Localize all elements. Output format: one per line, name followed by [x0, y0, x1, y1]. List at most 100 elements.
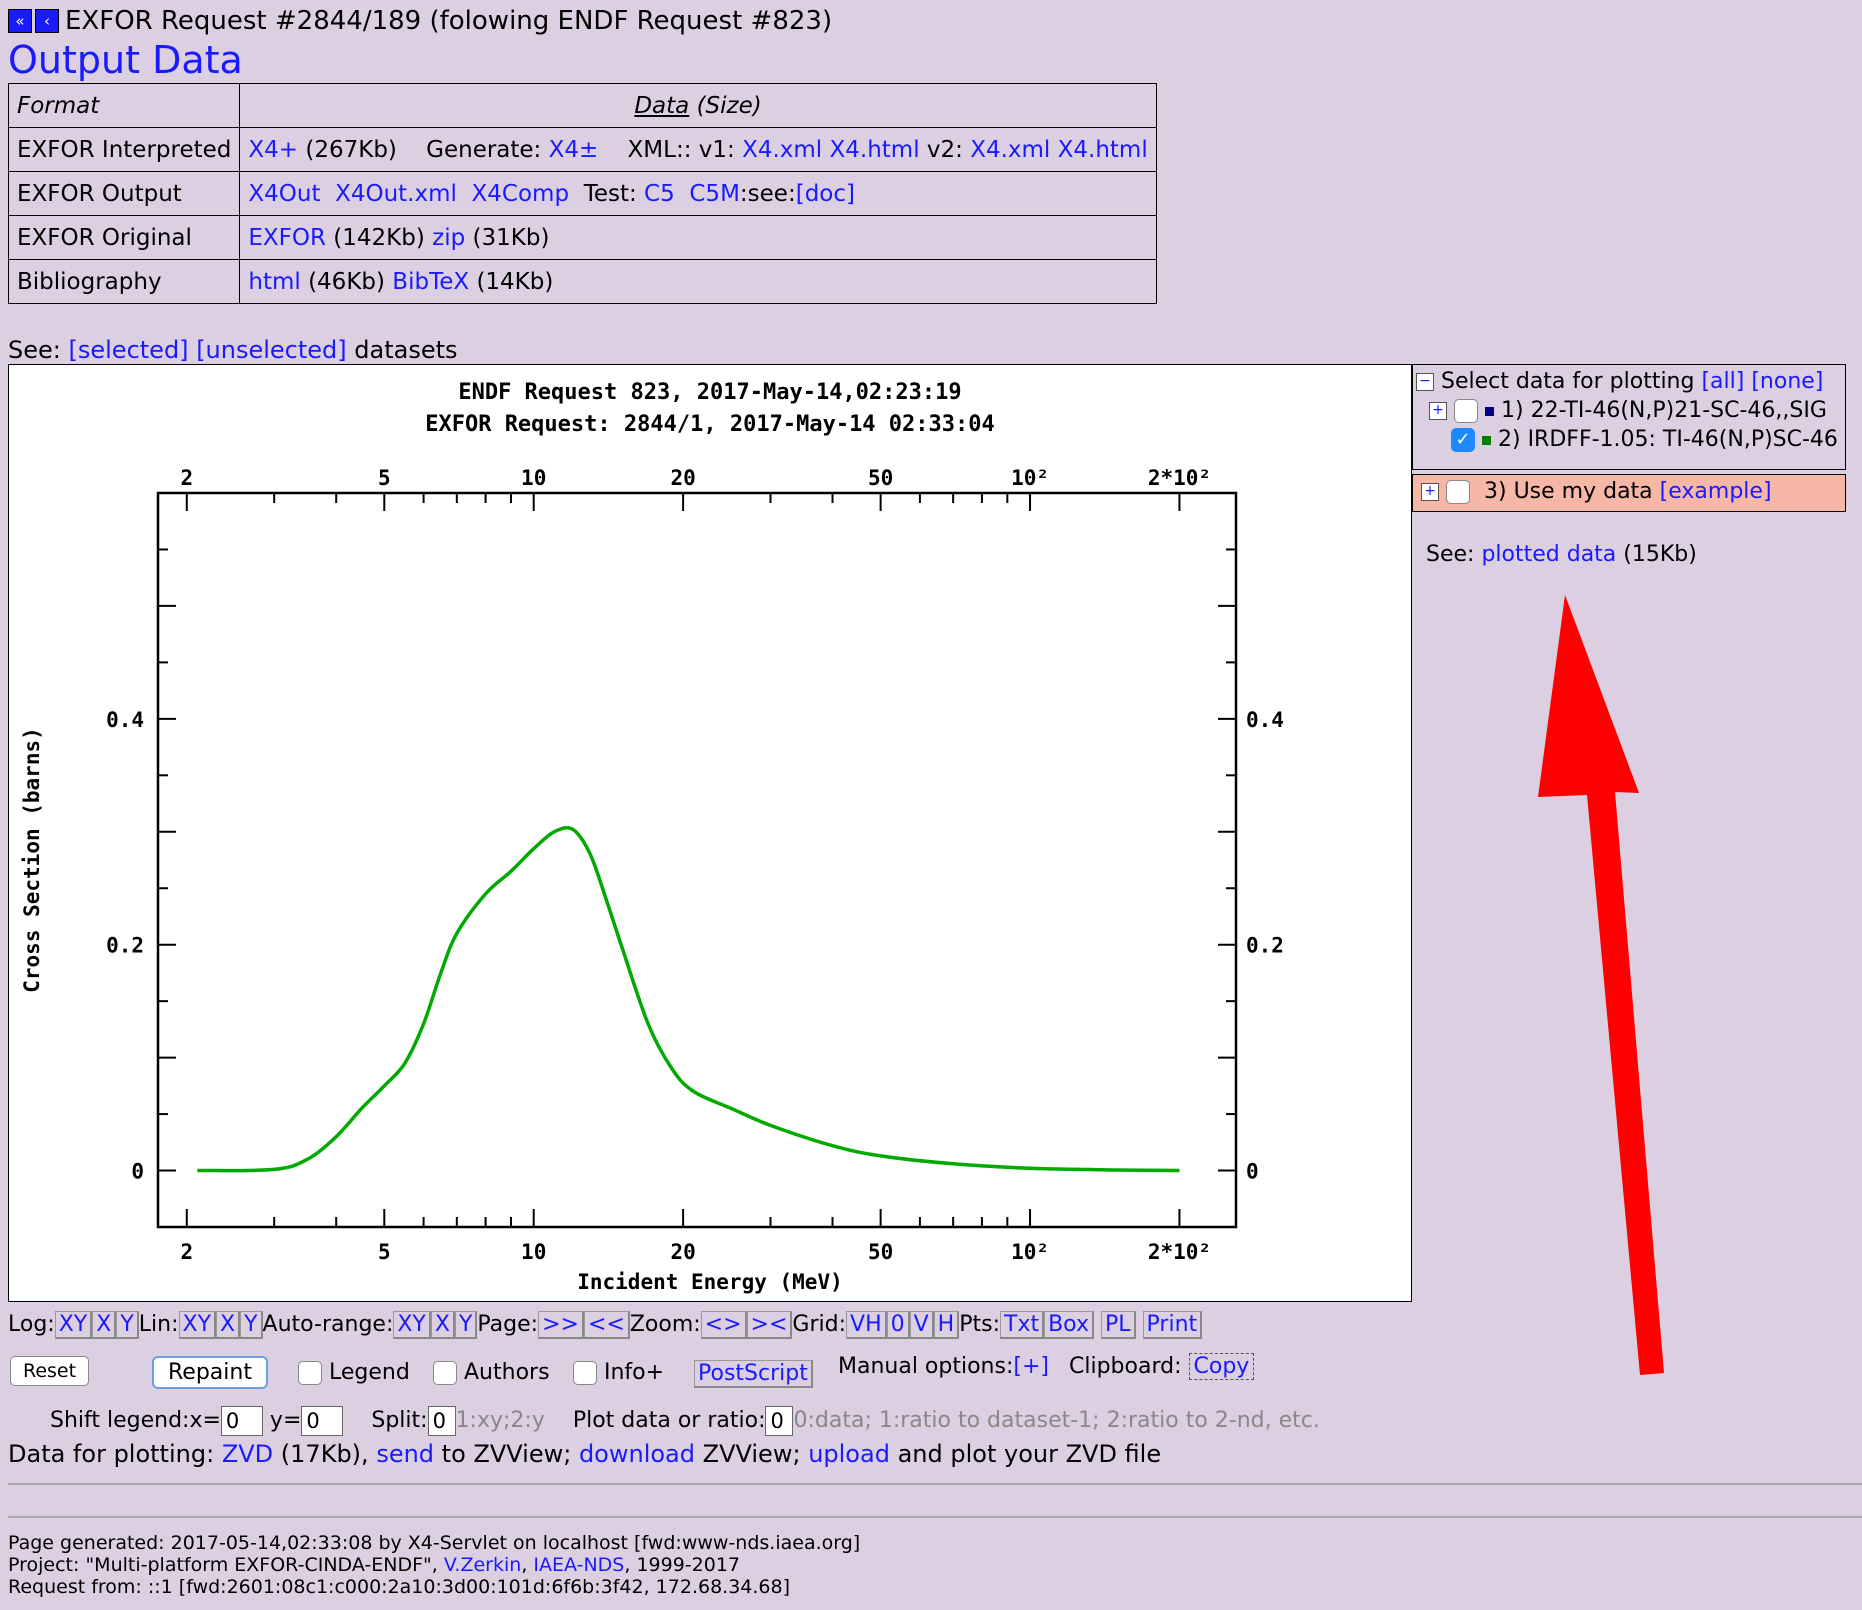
grid-vh-button[interactable]: VH — [846, 1311, 887, 1339]
zoom-label: Zoom: — [629, 1312, 701, 1337]
pts-txt-button[interactable]: Txt — [1000, 1311, 1045, 1339]
data-for-plotting: Data for plotting: ZVD (17Kb), send to Z… — [8, 1440, 1161, 1468]
c5-link[interactable]: C5 — [644, 180, 675, 207]
log-y-button[interactable]: Y — [116, 1311, 139, 1339]
dataset-2-checkbox[interactable]: ✓ — [1451, 428, 1475, 452]
x4plus-link[interactable]: X4+ — [248, 136, 299, 163]
split-input[interactable]: 0 — [427, 1406, 456, 1436]
selected-link[interactable]: [selected] — [68, 336, 189, 364]
y-axis-label: Cross Section (barns) — [20, 727, 44, 993]
page-prev-button[interactable]: << — [583, 1311, 630, 1339]
none-link[interactable]: [none] — [1751, 369, 1824, 394]
x4xml-v2-link[interactable]: X4.xml — [970, 136, 1051, 163]
prev-page-icon[interactable]: ‹ — [35, 9, 59, 33]
example-link[interactable]: [example] — [1659, 479, 1772, 504]
shift-legend-x-input[interactable]: 0 — [220, 1406, 263, 1436]
to-zvview-text: to ZVView; — [441, 1440, 572, 1468]
authors-toggle[interactable]: Authors — [433, 1360, 550, 1385]
plotted-data-link[interactable]: plotted data — [1481, 542, 1617, 567]
auto-xy-button[interactable]: XY — [393, 1311, 431, 1339]
send-link[interactable]: send — [376, 1440, 435, 1468]
footer-project: Project: "Multi-platform EXFOR-CINDA-END… — [8, 1554, 860, 1576]
x4out-link[interactable]: X4Out — [248, 180, 321, 207]
dataset-1-checkbox[interactable] — [1454, 399, 1478, 423]
first-page-icon[interactable]: « — [8, 9, 32, 33]
x4xml-v1-link[interactable]: X4.xml — [742, 136, 823, 163]
exfor-link[interactable]: EXFOR — [248, 224, 326, 251]
size-text: (31Kb) — [472, 224, 550, 251]
unselected-link[interactable]: [unselected] — [196, 336, 347, 364]
lin-xy-button[interactable]: XY — [178, 1311, 217, 1339]
log-xy-button[interactable]: XY — [54, 1311, 93, 1339]
v2-label: v2: — [926, 136, 963, 163]
c5m-link[interactable]: C5M — [689, 180, 740, 207]
grid-0-button[interactable]: 0 — [886, 1311, 910, 1339]
print-button[interactable]: Print — [1142, 1311, 1203, 1339]
pts-box-button[interactable]: Box — [1044, 1311, 1094, 1339]
page-label: Page: — [477, 1312, 539, 1337]
x4html-v2-link[interactable]: X4.html — [1057, 136, 1148, 163]
all-link[interactable]: [all] — [1701, 369, 1745, 394]
size-text: (142Kb) — [333, 224, 425, 251]
repaint-button[interactable]: Repaint — [152, 1356, 268, 1389]
legend-checkbox[interactable] — [298, 1361, 322, 1385]
legend-toggle[interactable]: Legend — [298, 1360, 410, 1385]
row-label: EXFOR Output — [7, 171, 241, 216]
x4outxml-link[interactable]: X4Out.xml — [335, 180, 457, 207]
info-checkbox[interactable] — [573, 1361, 597, 1385]
log-x-button[interactable]: X — [92, 1311, 117, 1339]
copy-button[interactable]: Copy — [1188, 1353, 1255, 1380]
x-tick-label-top: 10² — [1011, 466, 1049, 490]
auto-x-button[interactable]: X — [430, 1311, 455, 1339]
postscript-button[interactable]: PostScript — [694, 1360, 813, 1388]
y-tick-label-left: 0.4 — [106, 708, 144, 732]
cross-section-chart: ENDF Request 823, 2017-May-14,02:23:19 E… — [20, 380, 1284, 1294]
ratio-hint: 0:data; 1:ratio to dataset-1; 2:ratio to… — [793, 1408, 1320, 1433]
dataset-1-label: 1) 22-TI-46(N,P)21-SC-46,,SIG — [1501, 398, 1827, 423]
auto-y-button[interactable]: Y — [454, 1311, 478, 1339]
divider — [8, 1516, 1862, 1518]
shift-legend-y-input[interactable]: 0 — [301, 1406, 344, 1436]
footer: Page generated: 2017-05-14,02:33:08 by X… — [8, 1532, 860, 1598]
x4comp-link[interactable]: X4Comp — [471, 180, 570, 207]
zip-link[interactable]: zip — [432, 224, 466, 251]
x-tick-label-top: 2*10² — [1148, 466, 1211, 490]
author-link[interactable]: V.Zerkin — [443, 1554, 522, 1576]
ratio-input[interactable]: 0 — [765, 1406, 794, 1436]
x4html-v1-link[interactable]: X4.html — [829, 136, 920, 163]
size-text: (267Kb) — [305, 136, 397, 163]
doc-link[interactable]: [doc] — [795, 180, 855, 207]
download-link[interactable]: download — [578, 1440, 695, 1468]
bibtex-link[interactable]: BibTeX — [392, 268, 470, 295]
page-title: Output Data — [8, 38, 243, 82]
zvd-link[interactable]: ZVD — [221, 1440, 274, 1468]
lin-x-button[interactable]: X — [216, 1311, 241, 1339]
datasets-label: datasets — [354, 336, 458, 364]
use-my-data-row: + 3) Use my data [example] — [1412, 474, 1846, 512]
reset-button[interactable]: Reset — [10, 1356, 90, 1386]
expand-icon[interactable]: + — [1429, 402, 1447, 420]
plot-area[interactable]: ENDF Request 823, 2017-May-14,02:23:19 E… — [8, 364, 1412, 1302]
manual-options-expand-link[interactable]: [+] — [1013, 1354, 1049, 1379]
clipboard-label: Clipboard: — [1069, 1354, 1182, 1379]
html-link[interactable]: html — [248, 268, 301, 295]
pl-button[interactable]: PL — [1101, 1311, 1136, 1339]
lin-y-button[interactable]: Y — [240, 1311, 263, 1339]
use-my-data-checkbox[interactable] — [1446, 480, 1470, 504]
grid-v-button[interactable]: V — [909, 1311, 934, 1339]
x4pm-link[interactable]: X4± — [548, 136, 599, 163]
iaea-nds-link[interactable]: IAEA-NDS — [533, 1554, 625, 1576]
grid-h-button[interactable]: H — [933, 1311, 960, 1339]
use-my-data-label: 3) Use my data — [1484, 479, 1653, 504]
test-label: Test: — [583, 180, 637, 207]
authors-checkbox[interactable] — [433, 1361, 457, 1385]
zoom-in-button[interactable]: <> — [700, 1311, 747, 1339]
size-text: (14Kb) — [476, 268, 554, 295]
expand-icon[interactable]: + — [1421, 483, 1439, 501]
plot-frame — [156, 491, 1238, 1229]
zoom-out-button[interactable]: >< — [746, 1311, 793, 1339]
collapse-icon[interactable]: − — [1416, 373, 1434, 391]
upload-link[interactable]: upload — [808, 1440, 890, 1468]
info-toggle[interactable]: Info+ — [573, 1360, 664, 1385]
page-next-button[interactable]: >> — [538, 1311, 584, 1339]
